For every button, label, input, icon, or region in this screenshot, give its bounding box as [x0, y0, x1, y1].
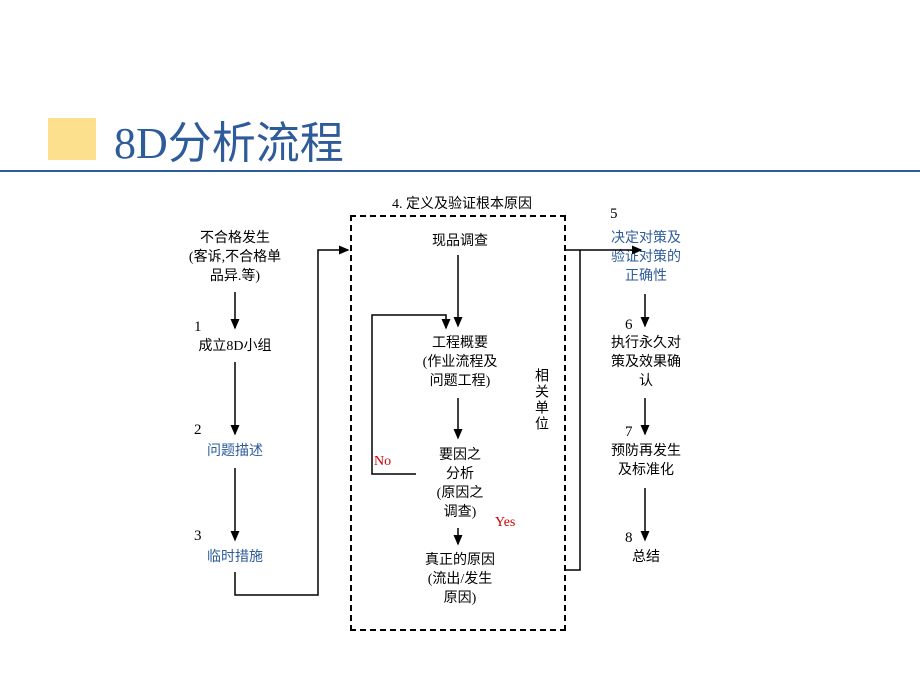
label-no: No	[374, 453, 391, 472]
node-investigation: 现品调查	[395, 233, 525, 252]
node-form-team: 成立8D小组	[180, 338, 290, 357]
node-prevent-recurrence: 预防再发生 及标准化	[596, 443, 696, 481]
side-label-related-units: 相关单位	[530, 368, 550, 432]
step-8-num: 8	[625, 530, 633, 547]
node-corrective-action: 决定对策及 验证对策的 正确性	[596, 230, 696, 287]
step-6-num: 6	[625, 317, 633, 334]
node-nonconformance: 不合格发生 (客诉,不合格单 品异.等)	[180, 230, 290, 287]
node-summary: 总结	[596, 549, 696, 568]
step-3-num: 3	[194, 528, 202, 545]
node-interim-action: 临时措施	[180, 549, 290, 568]
step-1-num: 1	[194, 319, 202, 336]
flowchart: 4. 定义及验证根本原因 不合格发生 (客诉,不合格单 品异.等) 1 成立8D…	[0, 200, 920, 690]
label-yes: Yes	[495, 514, 515, 533]
step-7-num: 7	[625, 424, 633, 441]
group-label-4: 4. 定义及验证根本原因	[362, 196, 562, 215]
step-5-num: 5	[610, 206, 618, 223]
node-process-overview: 工程概要 (作业流程及 问题工程)	[395, 335, 525, 392]
node-implement-verify: 执行永久对 策及效果确 认	[596, 335, 696, 392]
title-bar: 8D分析流程	[0, 108, 920, 170]
step-2-num: 2	[194, 422, 202, 439]
node-problem-desc: 问题描述	[180, 443, 290, 462]
node-true-cause: 真正的原因 (流出/发生 原因)	[395, 552, 525, 609]
title-underline	[0, 170, 920, 172]
title-accent	[48, 118, 96, 160]
node-cause-analysis: 要因之 分析 (原因之 调查)	[415, 447, 505, 523]
page-title: 8D分析流程	[114, 107, 344, 171]
